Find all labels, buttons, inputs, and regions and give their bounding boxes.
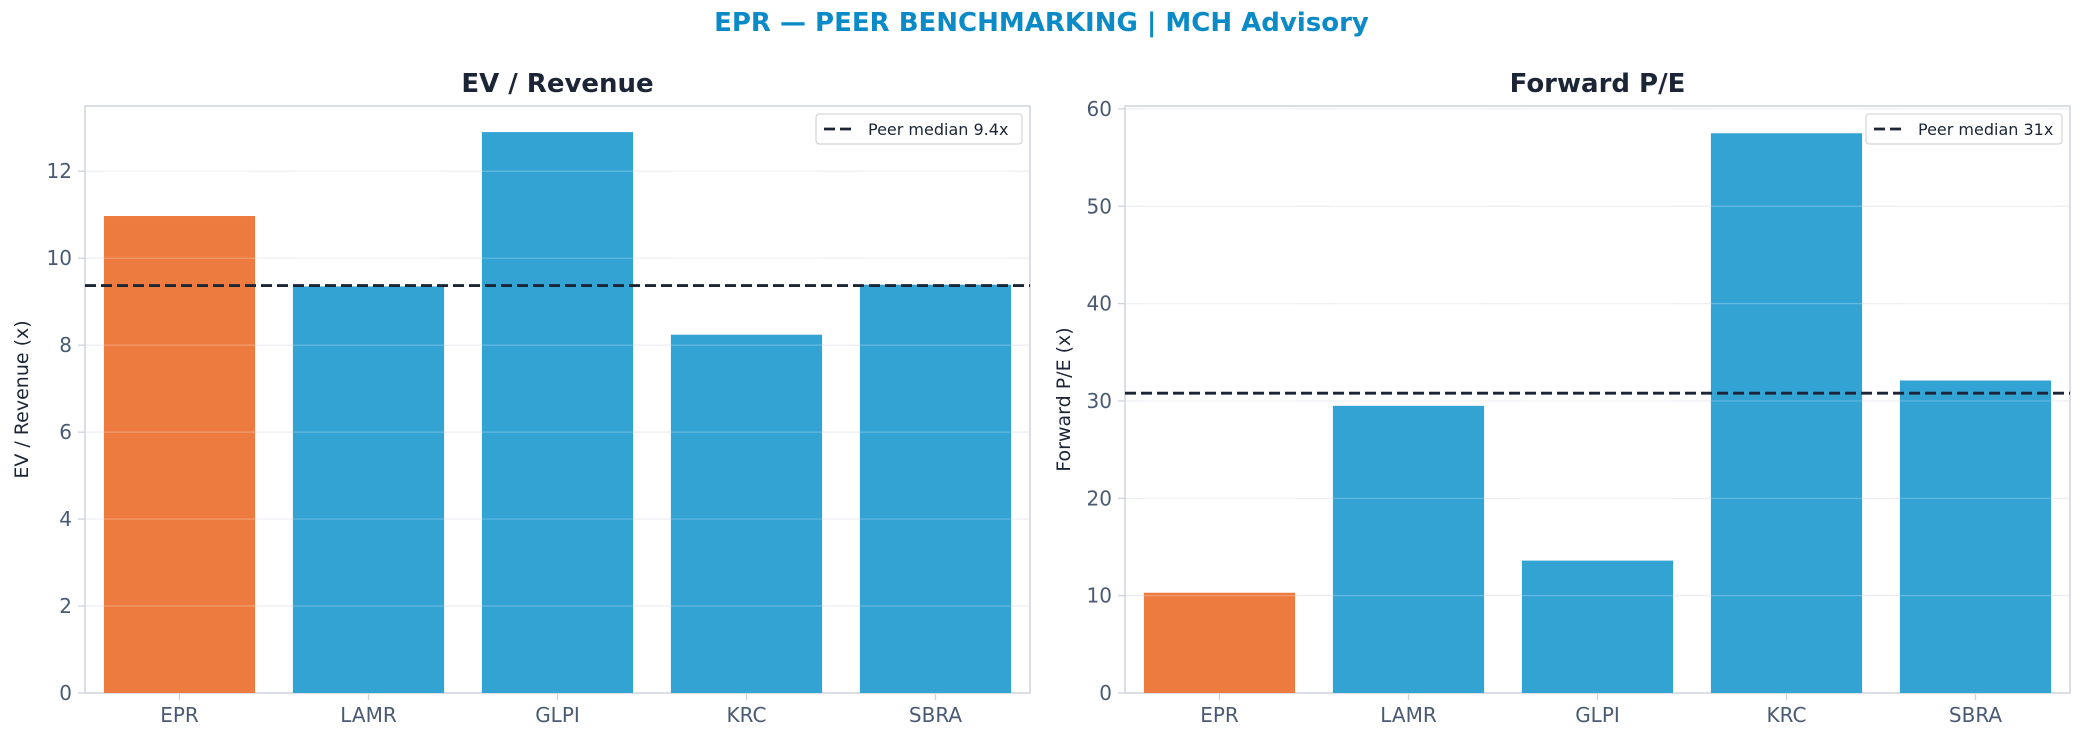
x-tick-label: LAMR bbox=[1380, 703, 1437, 727]
legend-label: Peer median 31x bbox=[1918, 120, 2053, 139]
y-tick-label: 60 bbox=[1087, 97, 1112, 121]
chart-panel-1: 0 2 4 6 8 10 12 EPR LAMR GLPI KRC SBRA EV / Revenue E… bbox=[11, 69, 1031, 727]
y-tick-label: 2 bbox=[59, 594, 72, 618]
legend-label: Peer median 9.4x bbox=[868, 120, 1008, 139]
y-tick-label: 12 bbox=[47, 159, 72, 183]
chart-title: Forward P/E bbox=[1510, 69, 1686, 99]
y-tick-label: 8 bbox=[59, 333, 72, 357]
bar-epr bbox=[103, 216, 256, 693]
y-tick-label: 6 bbox=[59, 420, 72, 444]
legend-box bbox=[815, 113, 1023, 145]
legend-box bbox=[1865, 113, 2063, 145]
bar-krc bbox=[1710, 133, 1863, 693]
y-axis-label: Forward P/E (x) bbox=[1053, 327, 1075, 471]
bar-glpi bbox=[481, 132, 634, 694]
y-tick-label: 30 bbox=[1087, 389, 1112, 413]
bar-glpi bbox=[1521, 560, 1674, 693]
bar-sbra bbox=[859, 284, 1012, 693]
y-tick-label: 20 bbox=[1087, 486, 1112, 510]
y-tick-label: 10 bbox=[47, 246, 72, 270]
legend: Peer median 9.4x bbox=[815, 113, 1023, 145]
figure-suptitle: EPR — PEER BENCHMARKING | MCH Advisory bbox=[714, 8, 1369, 38]
x-tick-label: KRC bbox=[727, 703, 767, 727]
x-tick-label: EPR bbox=[1200, 703, 1239, 727]
bar-lamr bbox=[292, 286, 445, 693]
y-axis-label: EV / Revenue (x) bbox=[11, 320, 33, 478]
y-tick-label: 4 bbox=[59, 507, 72, 531]
x-tick-label: EPR bbox=[160, 703, 199, 727]
y-tick-label: 0 bbox=[1099, 681, 1112, 705]
legend: Peer median 31x bbox=[1865, 113, 2063, 145]
y-tick-label: 0 bbox=[59, 681, 72, 705]
chart-panel-2: 0 10 20 30 40 50 60 EPR LAMR GLPI KRC SBRA Forward P… bbox=[1053, 69, 2071, 727]
y-tick-label: 50 bbox=[1087, 194, 1112, 218]
bar-sbra bbox=[1899, 380, 2052, 693]
x-tick-label: LAMR bbox=[340, 703, 397, 727]
bar-lamr bbox=[1332, 405, 1485, 693]
bar-epr bbox=[1143, 592, 1296, 693]
bar-krc bbox=[670, 334, 823, 693]
x-tick-label: KRC bbox=[1767, 703, 1807, 727]
x-tick-label: GLPI bbox=[1575, 703, 1620, 727]
chart-title: EV / Revenue bbox=[461, 69, 653, 99]
y-tick-label: 40 bbox=[1087, 292, 1112, 316]
y-tick-label: 10 bbox=[1087, 584, 1112, 608]
x-tick-label: SBRA bbox=[909, 703, 963, 727]
x-tick-label: GLPI bbox=[535, 703, 580, 727]
x-tick-label: SBRA bbox=[1949, 703, 2003, 727]
